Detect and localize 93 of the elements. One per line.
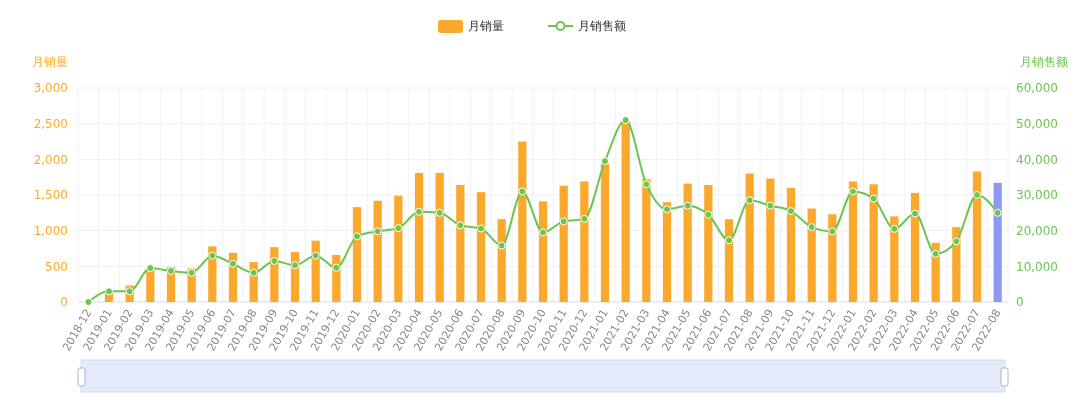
bar (890, 216, 899, 302)
bar (621, 121, 630, 302)
bar (786, 187, 796, 302)
y2-tick-label: 40,000 (1016, 152, 1058, 167)
point (353, 232, 361, 241)
bar (394, 195, 403, 302)
point (167, 266, 175, 275)
point (249, 268, 258, 277)
y2-tick-label: 20,000 (1016, 223, 1058, 238)
y2-tick-label: 30,000 (1016, 188, 1058, 203)
bar (972, 171, 982, 302)
point (373, 227, 382, 236)
point (642, 180, 651, 189)
bar (456, 185, 465, 302)
point (683, 201, 692, 210)
bar (683, 183, 692, 302)
y2-tick-label: 10,000 (1016, 259, 1058, 274)
point (931, 249, 940, 258)
bar (373, 200, 382, 302)
point (435, 208, 444, 217)
bar (766, 178, 775, 302)
point (270, 256, 279, 265)
bar (642, 179, 651, 302)
point (745, 196, 754, 205)
point (394, 224, 403, 233)
y-tick-label: 1,500 (33, 188, 68, 203)
y-tick-label: 3,000 (33, 81, 68, 96)
point (849, 187, 857, 196)
y-tick-label: 500 (45, 259, 68, 274)
point (477, 224, 485, 233)
bar (600, 163, 610, 302)
point (807, 223, 816, 232)
bar (828, 214, 837, 302)
y-axis-title: 月销量 (32, 55, 68, 69)
point (911, 209, 919, 218)
legend-label: 月销售额 (578, 19, 626, 34)
point (663, 205, 671, 214)
point (291, 261, 299, 270)
point (311, 251, 320, 260)
point (828, 227, 837, 236)
point (621, 116, 630, 125)
y2-tick-label: 0 (1016, 295, 1024, 310)
point (518, 187, 527, 196)
bar (993, 182, 1002, 302)
y2-axis-title: 月销售额 (1020, 55, 1068, 69)
y2-tick-label: 60,000 (1016, 81, 1058, 96)
point (973, 191, 981, 199)
y-tick-label: 1,000 (33, 223, 68, 238)
y2-tick-label: 50,000 (1016, 116, 1058, 131)
bar (662, 202, 672, 302)
bar (848, 181, 858, 302)
point (787, 207, 795, 216)
point (208, 251, 217, 260)
y-tick-label: 2,500 (33, 116, 68, 131)
point (601, 157, 609, 166)
point (456, 221, 465, 230)
bar (559, 185, 568, 302)
point (415, 207, 423, 216)
y-tick-label: 0 (60, 295, 68, 310)
point (580, 214, 589, 223)
point (497, 241, 506, 250)
bar (745, 173, 754, 302)
point (105, 287, 113, 296)
bar (580, 181, 589, 302)
legend-label: 月销量 (468, 19, 504, 34)
point (146, 264, 155, 273)
point (869, 194, 878, 203)
bar (435, 172, 444, 302)
bar (910, 192, 920, 302)
bar (414, 172, 424, 302)
y-tick-label: 2,000 (33, 152, 68, 167)
point (229, 259, 237, 268)
bar (538, 201, 548, 302)
bar (518, 141, 527, 302)
bar (476, 192, 486, 302)
point (559, 217, 568, 226)
bar (724, 219, 734, 302)
point (952, 237, 961, 246)
point (125, 287, 134, 296)
point (725, 236, 733, 245)
point (539, 228, 547, 237)
point (890, 224, 899, 233)
point (993, 208, 1002, 217)
point (704, 210, 713, 219)
point (332, 263, 341, 272)
bar (807, 208, 816, 302)
bar (497, 219, 506, 302)
bar (869, 184, 878, 302)
bar (704, 185, 713, 302)
bar (352, 207, 362, 302)
point (84, 298, 93, 306)
point (187, 268, 196, 277)
point (766, 201, 775, 210)
